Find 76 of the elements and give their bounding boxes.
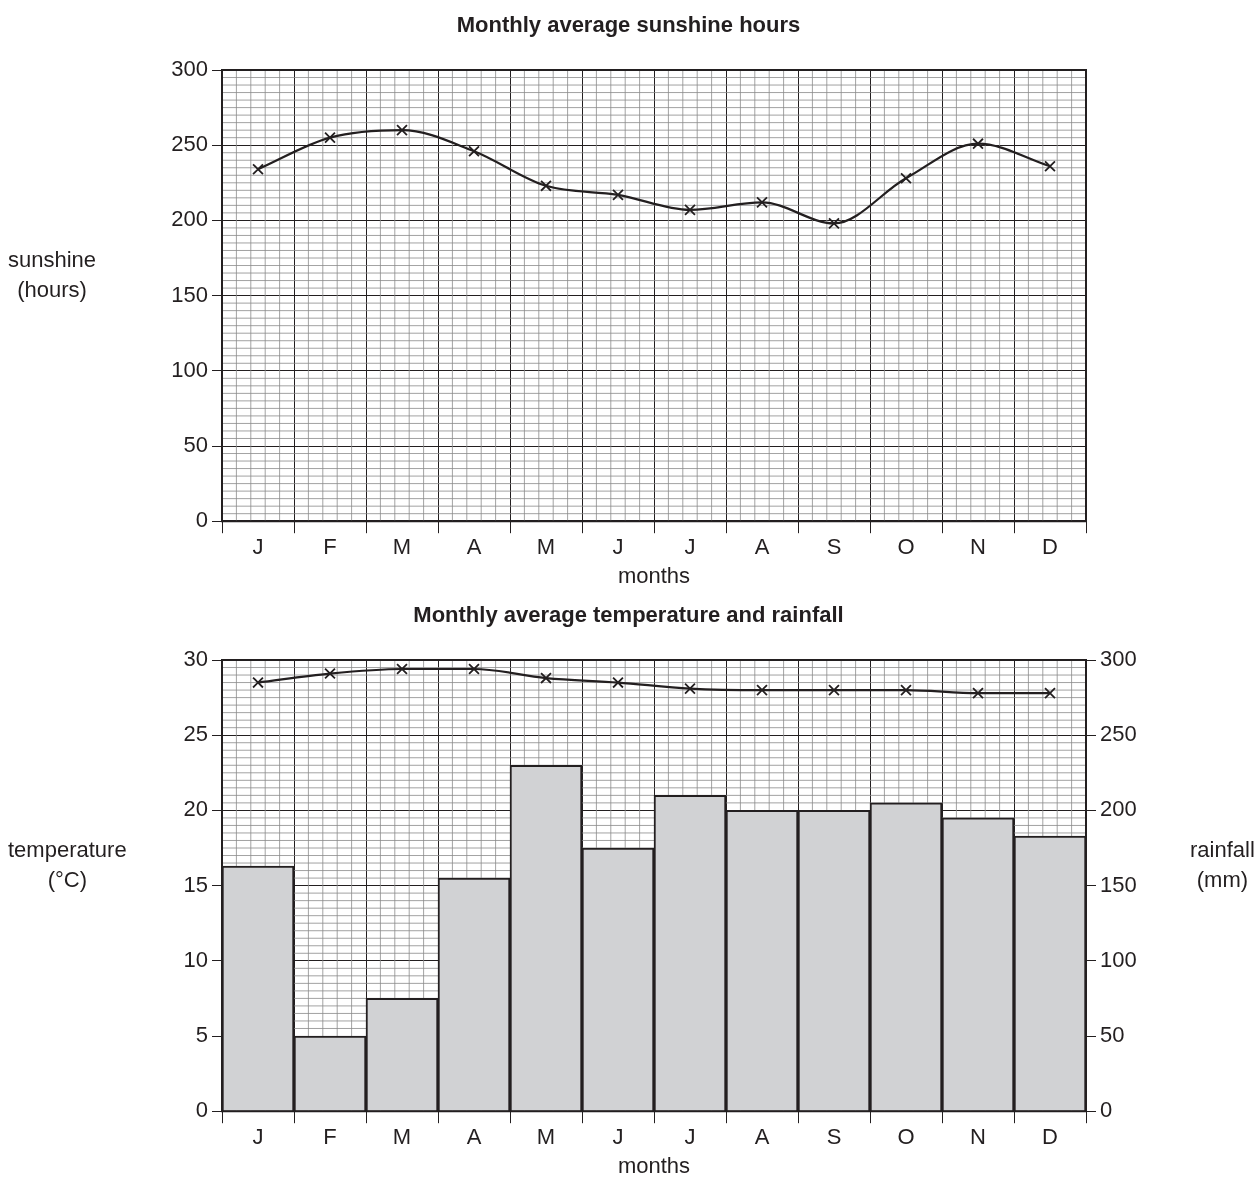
x-tick-label: J — [684, 1124, 696, 1150]
x-tick-label: J — [612, 534, 624, 560]
x-tick-label: J — [252, 534, 264, 560]
x-tick-label: M — [392, 534, 412, 560]
y2-tick-label: 200 — [1100, 796, 1137, 822]
point — [324, 131, 336, 144]
x-tick-label: O — [897, 534, 915, 560]
y-tick-label: 10 — [183, 946, 208, 972]
x-tick-label: J — [252, 1124, 264, 1150]
point — [900, 172, 912, 185]
point — [1044, 687, 1056, 699]
x-tick-label: F — [323, 1124, 337, 1150]
point — [252, 163, 264, 176]
point — [396, 663, 408, 675]
y-tick-label: 150 — [171, 281, 208, 307]
point — [612, 676, 624, 689]
y-tick-label: 100 — [171, 356, 208, 382]
x-tick-label: S — [826, 1124, 842, 1150]
point — [828, 217, 840, 230]
x-tick-label: A — [466, 534, 482, 560]
y-tick-label: 0 — [195, 1097, 208, 1123]
point — [540, 672, 552, 684]
point — [828, 684, 840, 696]
x-tick-label: M — [392, 1124, 412, 1150]
x-tick-label: J — [612, 1124, 624, 1150]
y-axis-title: sunshine (hours) — [8, 246, 97, 304]
point — [900, 684, 912, 696]
y-tick-label: 50 — [183, 432, 208, 458]
x-tick-label: D — [1042, 1124, 1058, 1150]
x-tick-label: N — [970, 534, 986, 560]
y-tick-label: 5 — [195, 1022, 208, 1048]
point — [756, 196, 768, 209]
x-axis-title: months — [617, 562, 691, 588]
x-tick-label: M — [536, 534, 556, 560]
y2-tick-label: 300 — [1100, 646, 1137, 672]
y-tick-label: 200 — [171, 206, 208, 232]
x-tick-label: M — [536, 1124, 556, 1150]
point — [396, 124, 408, 137]
x-tick-label: A — [754, 534, 770, 560]
point — [972, 687, 984, 699]
point — [540, 179, 552, 192]
x-tick-label: A — [754, 1124, 770, 1150]
y2-tick-label: 150 — [1100, 871, 1137, 897]
y-tick-label: 0 — [195, 507, 208, 533]
y2-tick-label: 50 — [1100, 1022, 1125, 1048]
point — [468, 145, 480, 158]
x-tick-label: J — [684, 534, 696, 560]
point — [324, 667, 336, 680]
y2-tick-label: 100 — [1100, 946, 1137, 972]
point — [612, 188, 624, 201]
x-tick-label: N — [970, 1124, 986, 1150]
chart-title: Monthly average sunshine hours — [455, 12, 802, 38]
chart-title: Monthly average temperature and rainfall — [412, 602, 845, 628]
x-tick-label: A — [466, 1124, 482, 1150]
x-tick-label: F — [323, 534, 337, 560]
point — [468, 663, 480, 675]
point — [252, 676, 264, 689]
x-tick-label: S — [826, 534, 842, 560]
y2-tick-label: 0 — [1100, 1097, 1113, 1123]
y2-tick-label: 250 — [1100, 721, 1137, 747]
point — [972, 137, 984, 150]
y-tick-label: 250 — [171, 131, 208, 157]
x-tick-label: D — [1042, 534, 1058, 560]
point — [684, 204, 696, 216]
x-tick-label: O — [897, 1124, 915, 1150]
point — [756, 684, 768, 696]
point — [1044, 160, 1056, 173]
x-axis-title: months — [617, 1152, 691, 1178]
y-tick-label: 300 — [171, 56, 208, 82]
y-axis-title: temperature (°C) — [8, 836, 127, 894]
y-tick-label: 30 — [183, 646, 208, 672]
y-tick-label: 15 — [183, 871, 208, 897]
y2-axis-title: rainfall (mm) — [1190, 836, 1255, 894]
point — [684, 682, 696, 695]
y-tick-label: 20 — [183, 796, 208, 822]
y-tick-label: 25 — [183, 721, 208, 747]
